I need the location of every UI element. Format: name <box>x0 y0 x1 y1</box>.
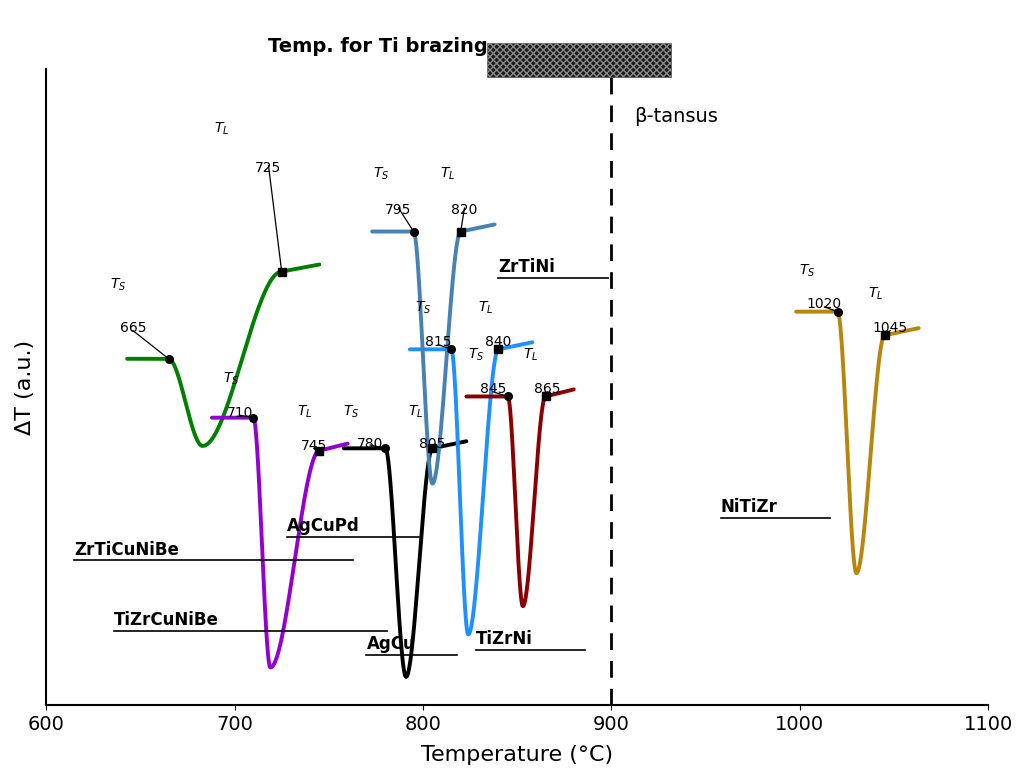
Text: $T_L$: $T_L$ <box>478 300 492 317</box>
Text: AgCuPd: AgCuPd <box>288 517 360 535</box>
Text: 1020: 1020 <box>807 297 842 311</box>
Text: $T_S$: $T_S$ <box>373 165 390 182</box>
Text: Temp. for Ti brazing: Temp. for Ti brazing <box>267 37 487 56</box>
Text: 745: 745 <box>300 439 327 453</box>
Text: 725: 725 <box>255 161 282 175</box>
Text: $T_S$: $T_S$ <box>110 276 125 292</box>
Text: 710: 710 <box>227 406 254 420</box>
Text: AgCu: AgCu <box>366 635 415 653</box>
Y-axis label: ΔT (a.u.): ΔT (a.u.) <box>15 339 35 434</box>
Text: β-tansus: β-tansus <box>634 107 718 126</box>
Text: 665: 665 <box>119 321 146 335</box>
Text: 840: 840 <box>485 335 512 349</box>
Text: TiZrNi: TiZrNi <box>476 630 533 648</box>
Text: $T_S$: $T_S$ <box>343 403 360 420</box>
Text: 1045: 1045 <box>873 321 908 335</box>
Text: $T_L$: $T_L$ <box>408 403 424 420</box>
Text: ZrTiCuNiBe: ZrTiCuNiBe <box>74 541 179 558</box>
Text: $T_L$: $T_L$ <box>440 165 455 182</box>
Text: 820: 820 <box>451 204 478 218</box>
Text: 805: 805 <box>419 437 445 451</box>
Text: $T_S$: $T_S$ <box>415 300 431 317</box>
X-axis label: Temperature (°C): Temperature (°C) <box>421 745 614 765</box>
FancyBboxPatch shape <box>487 44 671 76</box>
Text: $T_L$: $T_L$ <box>214 121 229 137</box>
Text: $T_S$: $T_S$ <box>800 262 815 278</box>
Text: ZrTiNi: ZrTiNi <box>499 258 555 276</box>
Text: $T_S$: $T_S$ <box>223 370 238 387</box>
Text: 780: 780 <box>357 437 383 451</box>
Text: TiZrCuNiBe: TiZrCuNiBe <box>114 612 219 629</box>
Text: $T_L$: $T_L$ <box>868 285 883 302</box>
Text: 845: 845 <box>479 382 506 396</box>
Text: NiTiZr: NiTiZr <box>721 498 777 516</box>
Text: 815: 815 <box>425 335 451 349</box>
Text: $T_L$: $T_L$ <box>297 403 311 420</box>
Text: $T_L$: $T_L$ <box>523 347 538 363</box>
Text: 795: 795 <box>386 204 411 218</box>
Text: 865: 865 <box>535 382 560 396</box>
Text: $T_S$: $T_S$ <box>468 347 484 363</box>
